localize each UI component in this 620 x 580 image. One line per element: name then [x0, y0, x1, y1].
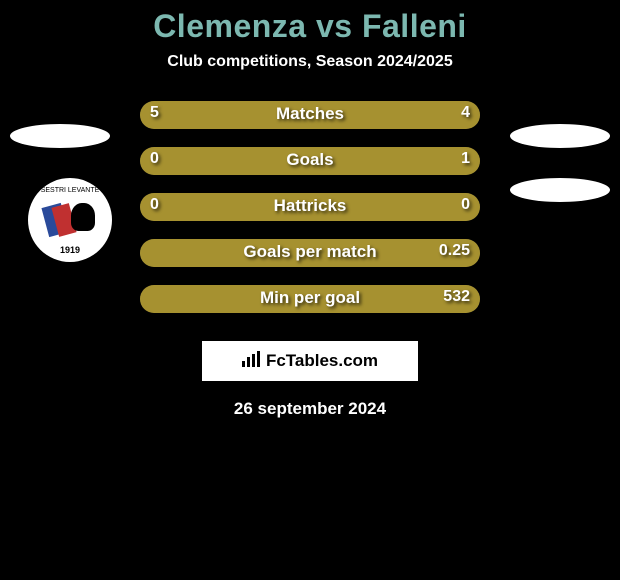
stat-value-left: 0: [150, 150, 159, 168]
main-container: Clemenza vs Falleni Club competitions, S…: [0, 0, 620, 419]
stat-row: Matches 5 4: [0, 101, 620, 147]
stat-label: Hattricks: [274, 196, 347, 216]
page-title: Clemenza vs Falleni: [0, 8, 620, 45]
stat-value-right: 1: [461, 150, 470, 168]
stat-row: Goals per match 0.25: [0, 239, 620, 285]
stat-value-right: 532: [443, 288, 470, 306]
fctables-box[interactable]: FcTables.com: [202, 341, 418, 381]
stat-value-right: 0: [461, 196, 470, 214]
stat-row: Min per goal 532: [0, 285, 620, 331]
bar-right: [201, 147, 480, 175]
stat-label: Min per goal: [260, 288, 360, 308]
bar-right: [327, 101, 480, 129]
stats-section: Matches 5 4 Goals 0 1 Hattricks 0 0 Goals per mat…: [0, 101, 620, 331]
date-text: 26 september 2024: [0, 399, 620, 419]
page-subtitle: Club competitions, Season 2024/2025: [0, 53, 620, 71]
stat-row: Hattricks 0 0: [0, 193, 620, 239]
stat-value-right: 0.25: [439, 242, 470, 260]
stat-value-left: 5: [150, 104, 159, 122]
stat-row: Goals 0 1: [0, 147, 620, 193]
fctables-label: FcTables.com: [266, 351, 378, 371]
stat-label: Matches: [276, 104, 344, 124]
stat-value-left: 0: [150, 196, 159, 214]
stat-label: Goals: [286, 150, 333, 170]
chart-icon: [242, 351, 262, 372]
stat-label: Goals per match: [243, 242, 376, 262]
stat-value-right: 4: [461, 104, 470, 122]
